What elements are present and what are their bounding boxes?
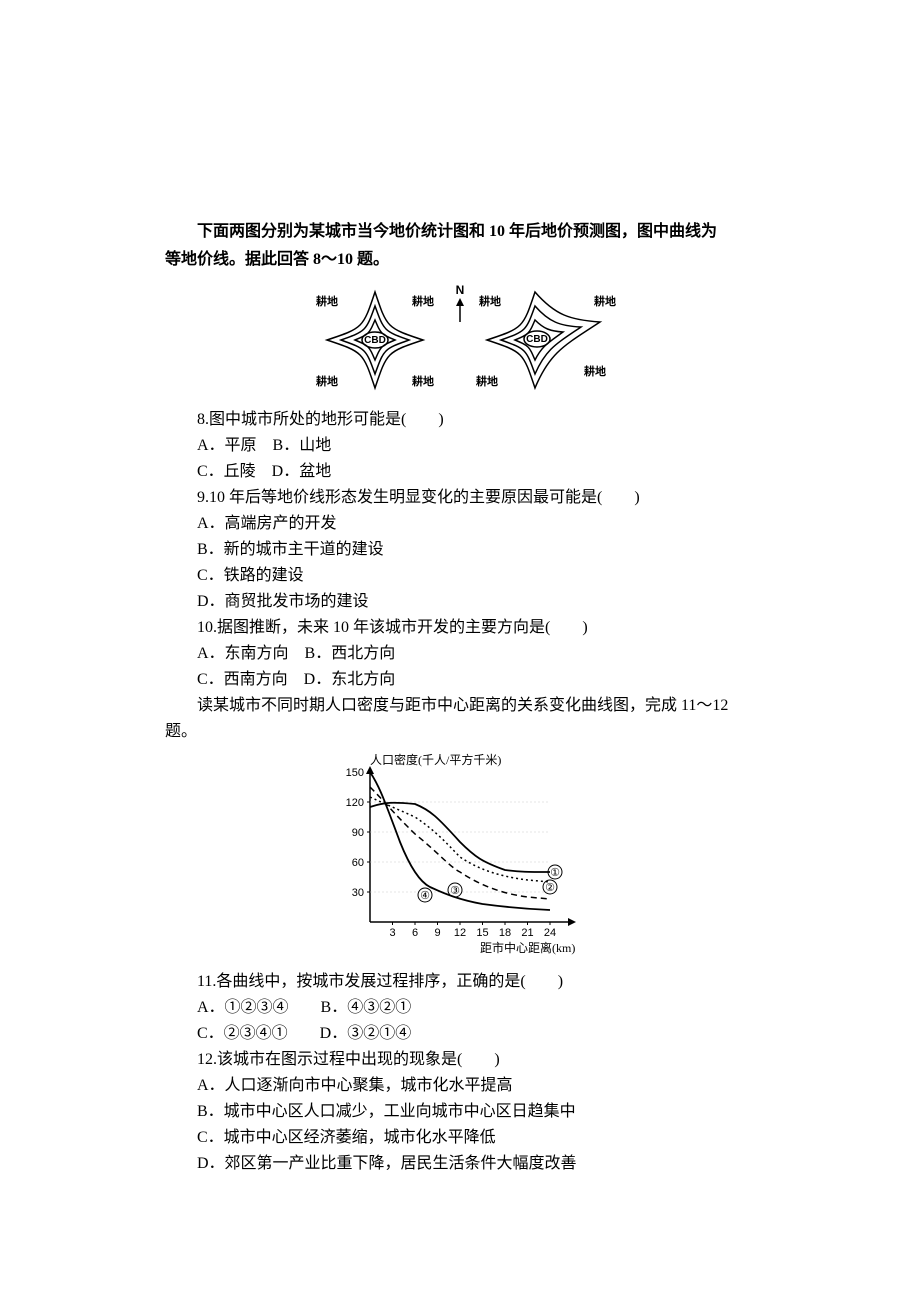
svg-text:③: ③ xyxy=(450,885,460,897)
north-arrow: N xyxy=(456,283,465,322)
q11-optC: C．②③④① D．③②①④ xyxy=(165,1022,755,1046)
right-map: CBD 耕地 耕地 耕地 耕地 xyxy=(476,292,616,388)
q12-optD: D．郊区第一产业比重下降，居民生活条件大幅度改善 xyxy=(165,1152,755,1176)
right-tl-label: 耕地 xyxy=(479,294,501,308)
svg-text:15: 15 xyxy=(476,927,488,939)
figure2-container: 人口密度(千人/平方千米) 30 60 90 120 150 xyxy=(165,752,755,962)
q11-stem: 11.各曲线中，按城市发展过程排序，正确的是( ) xyxy=(165,970,755,994)
y-axis-label: 人口密度(千人/平方千米) xyxy=(370,752,501,767)
q12-stem: 12.该城市在图示过程中出现的现象是( ) xyxy=(165,1048,755,1072)
intro1-line1: 下面两图分别为某城市当今地价统计图和 10 年后地价预测图，图中曲线为 xyxy=(165,220,755,244)
x-axis-label: 距市中心距离(km) xyxy=(480,940,575,955)
right-tr-label: 耕地 xyxy=(594,294,616,308)
q10-optA: A．东南方向 B．西北方向 xyxy=(165,642,755,666)
intro2-line2: 题。 xyxy=(165,720,755,744)
svg-text:60: 60 xyxy=(352,857,364,869)
q10-stem: 10.据图推断，未来 10 年该城市开发的主要方向是( ) xyxy=(165,616,755,640)
figure1-container: CBD 耕地 耕地 耕地 耕地 N CBD 耕地 耕地 耕地 耕地 xyxy=(165,280,755,400)
intro2-line1: 读某城市不同时期人口密度与距市中心距离的关系变化曲线图，完成 11～12 xyxy=(165,694,755,718)
left-tl-label: 耕地 xyxy=(316,294,338,308)
svg-text:①: ① xyxy=(550,867,560,879)
q8-optA: A．平原 B．山地 xyxy=(165,434,755,458)
svg-text:21: 21 xyxy=(521,927,533,939)
left-bl-label: 耕地 xyxy=(316,374,338,388)
intro1-line2: 等地价线。据此回答 8～10 题。 xyxy=(165,248,755,272)
svg-text:3: 3 xyxy=(389,927,395,939)
left-br-label: 耕地 xyxy=(412,374,434,388)
north-label: N xyxy=(456,283,465,297)
series-labels: ① ② ③ ④ xyxy=(418,865,562,902)
svg-text:90: 90 xyxy=(352,827,364,839)
left-map: CBD 耕地 耕地 耕地 耕地 xyxy=(316,292,434,388)
x-ticks: 3 6 9 12 15 18 21 24 xyxy=(389,922,556,939)
curve-2 xyxy=(370,797,550,882)
svg-text:12: 12 xyxy=(454,927,466,939)
svg-text:120: 120 xyxy=(346,797,364,809)
svg-text:18: 18 xyxy=(499,927,511,939)
left-tr-label: 耕地 xyxy=(412,294,434,308)
figure2-svg: 人口密度(千人/平方千米) 30 60 90 120 150 xyxy=(320,752,600,962)
q8-stem: 8.图中城市所处的地形可能是( ) xyxy=(165,408,755,432)
q9-optA: A．高端房产的开发 xyxy=(165,512,755,536)
q9-optB: B．新的城市主干道的建设 xyxy=(165,538,755,562)
q11-optA: A．①②③④ B．④③②① xyxy=(165,996,755,1020)
y-ticks: 30 60 90 120 150 xyxy=(346,767,550,899)
q8-optC: C．丘陵 D．盆地 xyxy=(165,460,755,484)
svg-text:30: 30 xyxy=(352,887,364,899)
svg-text:6: 6 xyxy=(412,927,418,939)
q10-optC: C．西南方向 D．东北方向 xyxy=(165,668,755,692)
svg-text:④: ④ xyxy=(420,890,430,902)
curve-1 xyxy=(370,803,550,872)
q12-optC: C．城市中心区经济萎缩，城市化水平降低 xyxy=(165,1126,755,1150)
q9-stem: 9.10 年后等地价线形态发生明显变化的主要原因最可能是( ) xyxy=(165,486,755,510)
left-cbd-label: CBD xyxy=(364,335,386,346)
right-br-label: 耕地 xyxy=(584,364,606,378)
right-cbd-label: CBD xyxy=(526,334,548,345)
q12-optA: A．人口逐渐向市中心聚集，城市化水平提高 xyxy=(165,1074,755,1098)
q9-optC: C．铁路的建设 xyxy=(165,564,755,588)
q12-optB: B．城市中心区人口减少，工业向城市中心区日趋集中 xyxy=(165,1100,755,1124)
q9-optD: D．商贸批发市场的建设 xyxy=(165,590,755,614)
svg-text:②: ② xyxy=(545,882,555,894)
figure1-svg: CBD 耕地 耕地 耕地 耕地 N CBD 耕地 耕地 耕地 耕地 xyxy=(295,280,625,400)
svg-text:9: 9 xyxy=(434,927,440,939)
right-bl-label: 耕地 xyxy=(476,374,498,388)
svg-text:150: 150 xyxy=(346,767,364,779)
svg-text:24: 24 xyxy=(544,927,556,939)
